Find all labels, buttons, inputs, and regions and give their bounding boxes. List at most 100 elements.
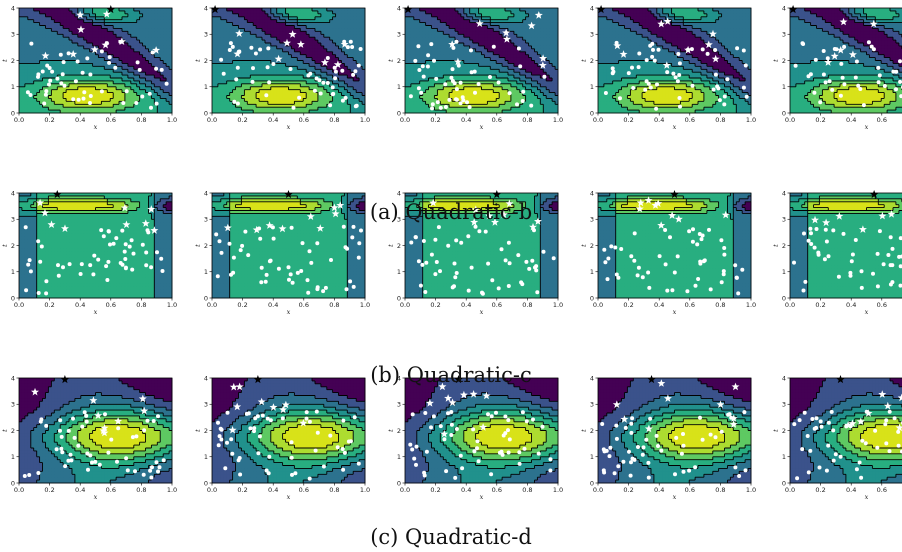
contour-cell bbox=[19, 75, 22, 78]
contour-cell bbox=[312, 101, 315, 104]
contour-cell bbox=[215, 98, 218, 101]
contour-cell bbox=[330, 55, 333, 58]
contour-cell bbox=[484, 52, 487, 55]
contour-cell bbox=[166, 11, 169, 14]
contour-cell bbox=[271, 52, 274, 55]
contour-cell bbox=[34, 101, 37, 104]
contour-cell bbox=[537, 46, 540, 49]
contour-cell bbox=[253, 37, 256, 40]
contour-cell bbox=[291, 75, 294, 78]
contour-cell bbox=[549, 46, 552, 49]
contour-cell bbox=[476, 34, 479, 37]
contour-cell bbox=[321, 40, 324, 43]
contour-cell bbox=[259, 93, 262, 96]
contour-cell bbox=[227, 34, 230, 37]
contour-cell bbox=[303, 40, 306, 43]
contour-cell bbox=[31, 34, 34, 37]
contour-cell bbox=[532, 8, 535, 11]
contour-cell bbox=[40, 98, 43, 101]
contour-cell bbox=[458, 20, 461, 23]
contour-cell bbox=[455, 34, 458, 37]
contour-cell bbox=[297, 55, 300, 58]
contour-cell bbox=[140, 63, 143, 66]
contour-cell bbox=[140, 49, 143, 52]
contour-cell bbox=[48, 46, 51, 49]
contour-cell bbox=[520, 11, 523, 14]
contour-cell bbox=[426, 46, 429, 49]
contour-cell bbox=[455, 46, 458, 49]
contour-cell bbox=[154, 11, 157, 14]
contour-cell bbox=[350, 14, 353, 17]
contour-cell bbox=[233, 14, 236, 17]
contour-cell bbox=[283, 87, 286, 90]
contour-cell bbox=[40, 37, 43, 40]
contour-cell bbox=[125, 49, 128, 52]
contour-cell bbox=[420, 14, 423, 17]
contour-cell bbox=[294, 69, 297, 72]
contour-cell bbox=[417, 31, 420, 34]
contour-cell bbox=[22, 101, 25, 104]
contour-cell bbox=[283, 96, 286, 99]
contour-cell bbox=[324, 37, 327, 40]
contour-cell bbox=[312, 93, 315, 96]
contour-cell bbox=[440, 14, 443, 17]
contour-cell bbox=[414, 23, 417, 26]
contour-cell bbox=[34, 66, 37, 69]
contour-cell bbox=[116, 96, 119, 99]
contour-cell bbox=[490, 8, 493, 11]
contour-cell bbox=[137, 43, 140, 46]
contour-cell bbox=[104, 31, 107, 34]
contour-cell bbox=[274, 66, 277, 69]
contour-cell bbox=[440, 11, 443, 14]
sample-dot bbox=[88, 73, 92, 77]
sample-dot bbox=[44, 93, 48, 97]
contour-cell bbox=[238, 90, 241, 93]
contour-cell bbox=[426, 40, 429, 43]
contour-cell bbox=[452, 14, 455, 17]
contour-cell bbox=[43, 43, 46, 46]
x-tick-label: 1.0 bbox=[167, 116, 177, 124]
contour-cell bbox=[294, 61, 297, 64]
contour-cell bbox=[37, 26, 40, 29]
contour-cell bbox=[482, 40, 485, 43]
contour-cell bbox=[37, 93, 40, 96]
contour-cell bbox=[309, 49, 312, 52]
contour-cell bbox=[163, 107, 166, 110]
contour-cell bbox=[93, 34, 96, 37]
contour-cell bbox=[137, 26, 140, 29]
contour-cell bbox=[215, 78, 218, 81]
contour-cell bbox=[359, 14, 362, 17]
contour-cell bbox=[487, 28, 490, 31]
contour-cell bbox=[315, 34, 318, 37]
contour-cell bbox=[350, 11, 353, 14]
y-tick-label: 4 bbox=[11, 4, 15, 12]
contour-cell bbox=[449, 31, 452, 34]
contour-cell bbox=[63, 8, 66, 11]
sample-dot bbox=[258, 48, 262, 52]
contour-cell bbox=[312, 43, 315, 46]
contour-cell bbox=[315, 26, 318, 29]
contour-cell bbox=[289, 58, 292, 61]
contour-cell bbox=[271, 107, 274, 110]
contour-cell bbox=[321, 49, 324, 52]
sample-dot bbox=[41, 70, 45, 74]
contour-cell bbox=[212, 58, 215, 61]
contour-cell bbox=[277, 75, 280, 78]
contour-cell bbox=[54, 49, 57, 52]
contour-cell bbox=[63, 14, 66, 17]
contour-cell bbox=[143, 31, 146, 34]
contour-cell bbox=[356, 28, 359, 31]
contour-cell bbox=[499, 49, 502, 52]
contour-cell bbox=[227, 63, 230, 66]
contour-cell bbox=[128, 28, 131, 31]
contour-cell bbox=[84, 75, 87, 78]
contour-cell bbox=[502, 23, 505, 26]
contour-cell bbox=[405, 43, 408, 46]
contour-cell bbox=[306, 28, 309, 31]
contour-cell bbox=[212, 26, 215, 29]
contour-cell bbox=[455, 23, 458, 26]
contour-cell bbox=[274, 96, 277, 99]
contour-cell bbox=[431, 23, 434, 26]
contour-cell bbox=[48, 34, 51, 37]
contour-cell bbox=[499, 58, 502, 61]
